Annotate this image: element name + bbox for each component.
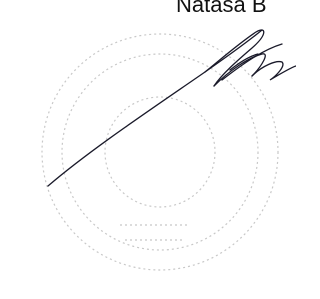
- signatory-name: Natasa B: [176, 0, 267, 18]
- signature: [48, 30, 296, 186]
- page: {"signatory": {"name": "Natasa B"}} Nata…: [0, 0, 296, 299]
- signature-area: [0, 0, 296, 299]
- stamp: [42, 34, 278, 270]
